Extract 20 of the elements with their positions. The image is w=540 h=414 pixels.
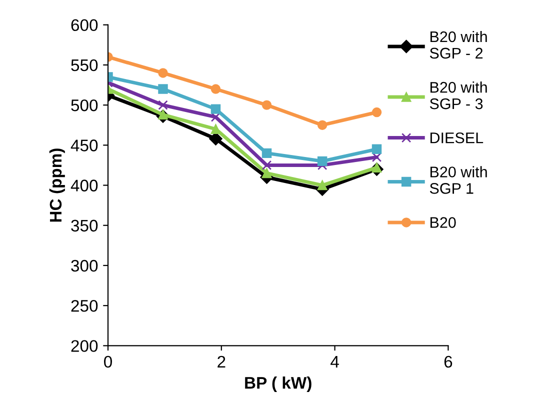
y-tick-label: 300 xyxy=(71,260,98,272)
x-tick-label: 4 xyxy=(330,356,339,368)
y-tick-label: 600 xyxy=(71,19,98,32)
legend-label: DIESEL xyxy=(430,132,484,144)
x-axis-title: BP ( kW) xyxy=(245,376,312,392)
legend-label: B20 with SGP 1 xyxy=(430,166,487,194)
x-tick-label: 0 xyxy=(104,356,112,368)
y-axis-title: HC (ppm) xyxy=(49,148,65,222)
x-tick-label: 2 xyxy=(218,356,226,368)
y-tick-label: 550 xyxy=(71,59,98,72)
y-tick-label: 250 xyxy=(71,300,98,312)
y-tick-label: 400 xyxy=(70,180,98,192)
legend-label: B20 with SGP - 3 xyxy=(430,82,487,110)
y-tick-label: 500 xyxy=(71,99,98,112)
x-tick-label: 6 xyxy=(444,356,452,368)
y-tick-label: 350 xyxy=(71,220,98,232)
y-tick-label: 200 xyxy=(71,340,98,352)
legend-label: B20 with SGP - 2 xyxy=(430,30,487,59)
y-tick-label: 450 xyxy=(70,140,98,152)
legend-label: B20 xyxy=(430,217,456,228)
